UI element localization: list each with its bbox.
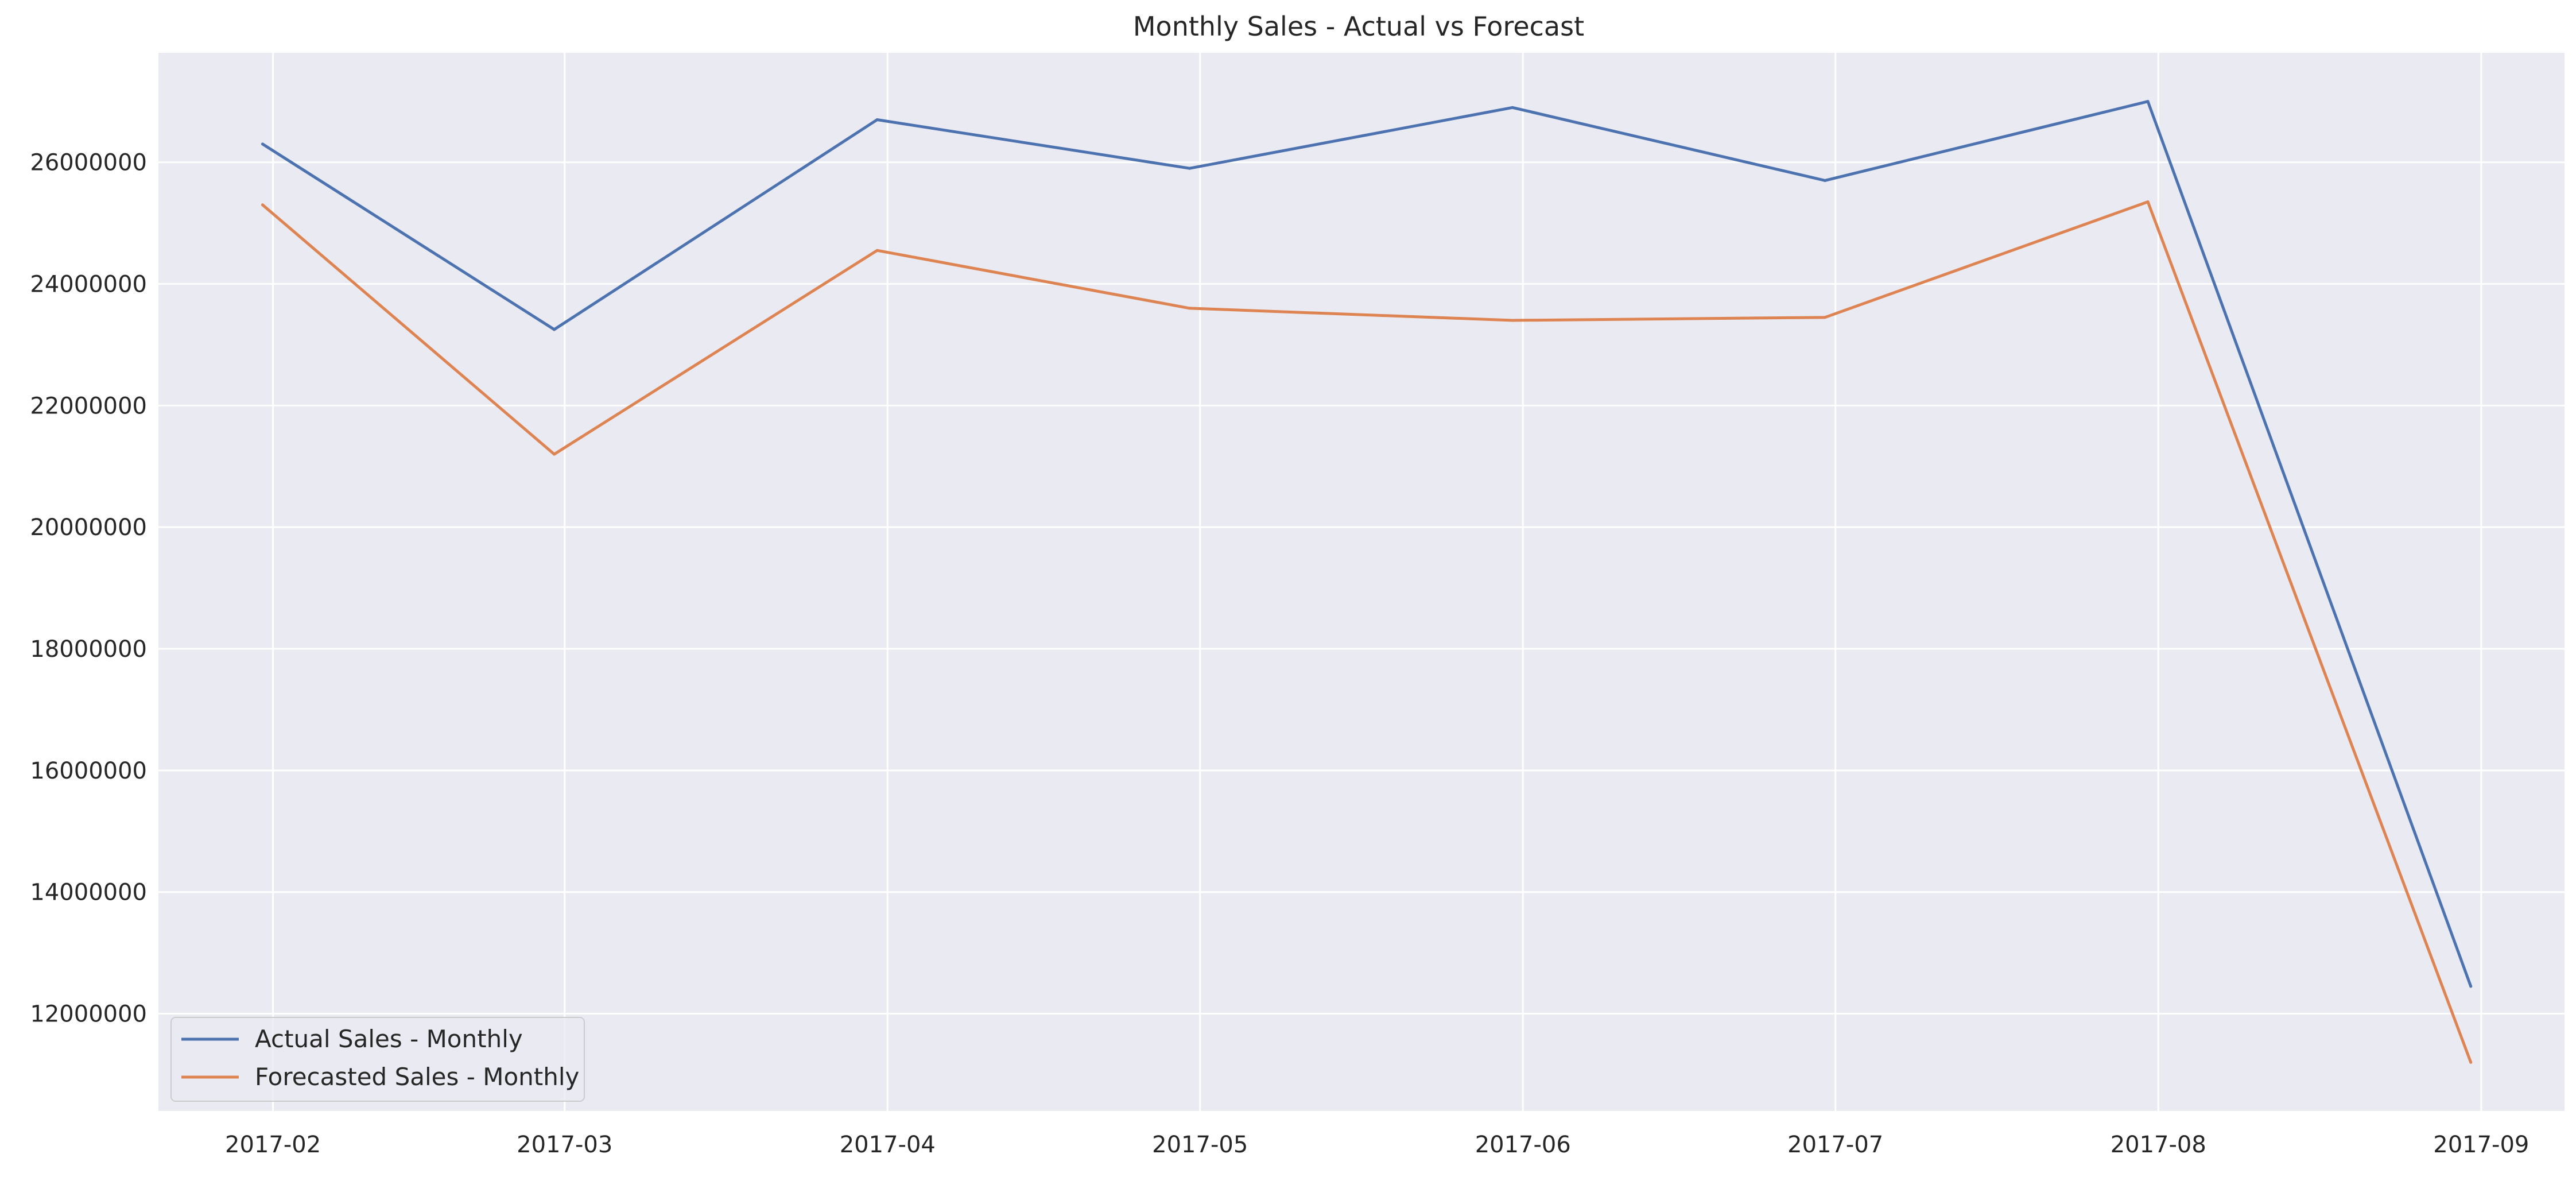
legend-label: Actual Sales - Monthly: [255, 1025, 523, 1053]
x-tick-label: 2017-03: [517, 1132, 612, 1158]
y-tick-label: 26000000: [30, 150, 147, 176]
data-point: [1824, 316, 1827, 319]
data-point: [875, 118, 879, 122]
legend-box: [170, 1017, 585, 1102]
data-point: [261, 203, 264, 207]
x-tick-label: 2017-02: [225, 1132, 321, 1158]
data-point: [2469, 985, 2473, 988]
grid-lines: [158, 53, 2565, 1111]
series-line: [261, 100, 2473, 988]
data-point: [2469, 1060, 2473, 1064]
data-point: [261, 142, 264, 146]
data-point: [1511, 319, 1514, 322]
series-forecast: [261, 200, 2473, 1064]
y-axis-tick-labels: 12000000 14000000 16000000 18000000 20000000…: [30, 150, 147, 1028]
x-tick-label: 2017-09: [2433, 1132, 2529, 1158]
y-tick-label: 14000000: [30, 880, 147, 906]
data-point: [1511, 106, 1514, 109]
y-tick-label: 12000000: [30, 1001, 147, 1028]
plot-area: [158, 53, 2565, 1111]
x-tick-label: 2017-05: [1152, 1132, 1248, 1158]
y-tick-label: 24000000: [30, 271, 147, 297]
x-tick-label: 2017-04: [840, 1132, 936, 1158]
data-point: [2146, 200, 2150, 204]
legend: Actual Sales - Monthly Forecasted Sales -…: [170, 1017, 585, 1102]
data-point: [553, 328, 556, 331]
data-point: [1188, 167, 1192, 170]
data-point: [2146, 100, 2150, 103]
y-tick-label: 20000000: [30, 514, 147, 541]
data-point: [875, 249, 879, 252]
data-point: [553, 452, 556, 456]
series-actual: [261, 100, 2473, 988]
chart-title: Monthly Sales - Actual vs Forecast: [1133, 11, 1584, 42]
x-axis-tick-labels: 2017-02 2017-03 2017-04 2017-05 2017-06 2017-…: [225, 1132, 2529, 1158]
x-tick-label: 2017-07: [1787, 1132, 1883, 1158]
y-tick-label: 18000000: [30, 636, 147, 663]
x-tick-label: 2017-06: [1475, 1132, 1571, 1158]
y-tick-label: 22000000: [30, 393, 147, 419]
x-tick-label: 2017-08: [2111, 1132, 2206, 1158]
data-point: [1188, 307, 1192, 310]
data-point: [1824, 179, 1827, 182]
y-tick-label: 16000000: [30, 758, 147, 784]
legend-label: Forecasted Sales - Monthly: [255, 1063, 579, 1091]
series-line: [261, 200, 2473, 1064]
